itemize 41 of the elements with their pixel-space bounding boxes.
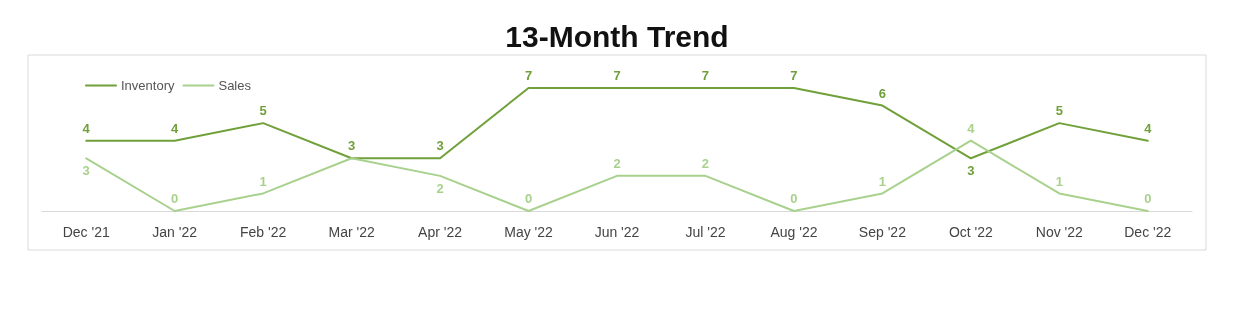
x-tick-label: Mar '22 xyxy=(328,224,375,240)
x-tick-label: Dec '22 xyxy=(1124,224,1172,240)
data-label: 2 xyxy=(701,156,710,172)
data-label: 6 xyxy=(878,85,886,101)
x-tick-label: Sep '22 xyxy=(858,224,907,240)
data-label: 2 xyxy=(613,156,621,172)
legend-label: Inventory xyxy=(121,78,175,93)
data-label: 0 xyxy=(524,191,533,207)
x-tick-label: Jun '22 xyxy=(594,224,640,240)
data-label: 4 xyxy=(1144,120,1153,136)
data-label: 7 xyxy=(790,68,798,84)
data-label: 5 xyxy=(1055,103,1063,119)
data-label: 7 xyxy=(613,68,621,84)
x-tick-label: Apr '22 xyxy=(418,224,463,240)
data-label: 0 xyxy=(790,191,798,207)
x-tick-label: May '22 xyxy=(504,224,554,240)
data-label: 1 xyxy=(259,173,267,189)
data-label: 3 xyxy=(436,138,444,154)
data-label: 3 xyxy=(348,138,356,154)
x-tick-label: Jan '22 xyxy=(152,224,198,240)
data-label: 3 xyxy=(967,163,975,179)
x-tick-label: Dec '21 xyxy=(62,224,110,240)
data-label: 7 xyxy=(524,68,533,84)
x-tick-label: Feb '22 xyxy=(240,224,287,240)
x-tick-label: Aug '22 xyxy=(770,224,818,240)
legend-label: Sales xyxy=(218,78,252,93)
data-label: 4 xyxy=(171,120,180,136)
data-label: 1 xyxy=(878,173,886,189)
x-tick-label: Jul '22 xyxy=(685,224,726,240)
data-label: 0 xyxy=(1144,191,1152,207)
data-label: 3 xyxy=(82,163,90,179)
data-label: 1 xyxy=(1055,173,1063,189)
x-tick-label: Oct '22 xyxy=(948,224,994,240)
data-label: 5 xyxy=(259,103,267,119)
data-label: 4 xyxy=(82,120,91,136)
data-label: 0 xyxy=(171,191,179,207)
chart-title: 13-Month Trend xyxy=(505,19,729,53)
data-label: 7 xyxy=(701,68,710,84)
data-label: 4 xyxy=(967,120,976,136)
data-label: 2 xyxy=(436,180,444,196)
x-tick-label: Nov '22 xyxy=(1035,224,1084,240)
